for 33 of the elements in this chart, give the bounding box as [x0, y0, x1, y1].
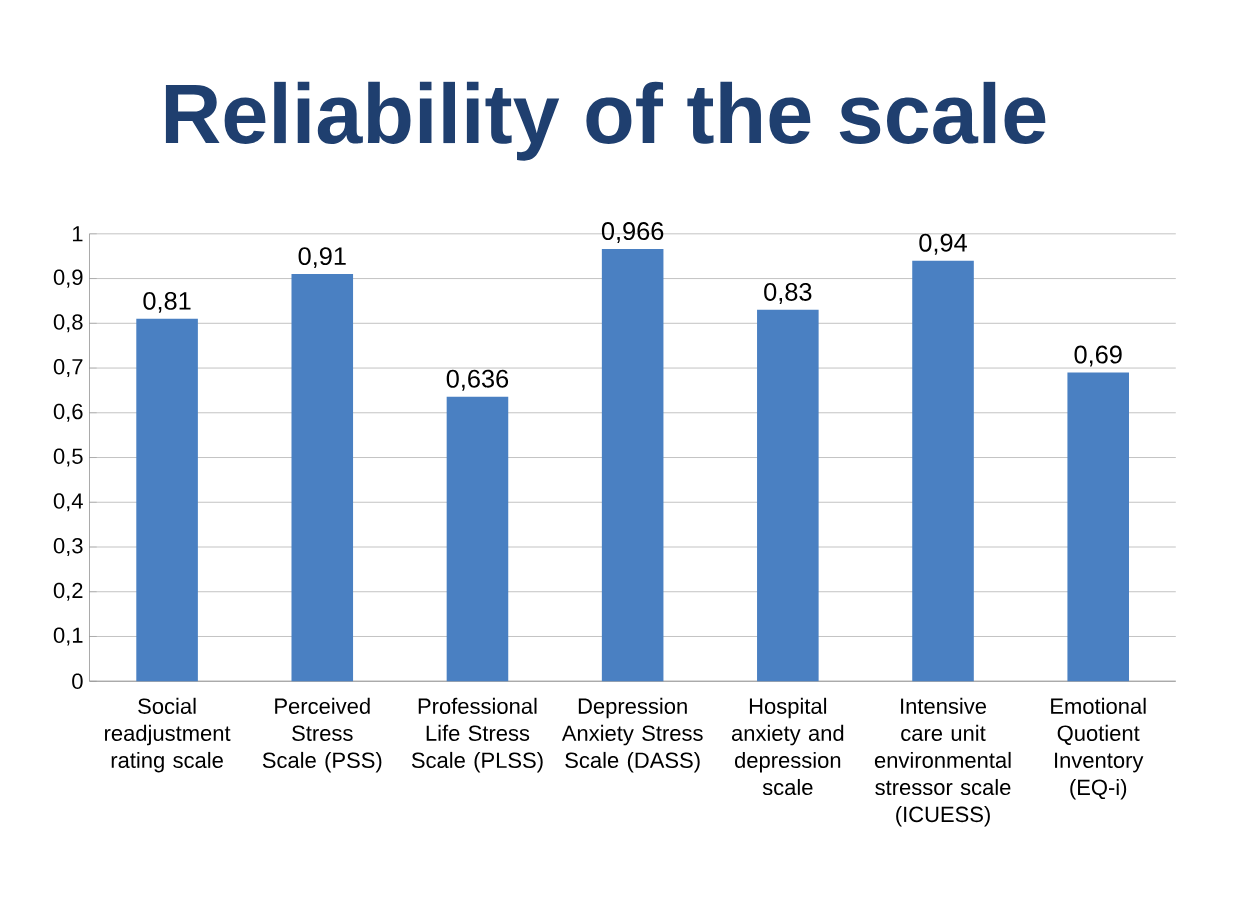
data-label: 0,91 — [298, 247, 346, 269]
y-tick-label: 0,1 — [53, 627, 83, 646]
data-label: 0,83 — [764, 283, 812, 305]
y-tick-label: 0,6 — [53, 403, 83, 423]
y-tick-label: 0 — [72, 673, 83, 690]
bar — [757, 310, 819, 682]
bar — [1067, 372, 1129, 682]
y-tick-label: 0,3 — [53, 538, 83, 557]
data-label: 0,636 — [446, 369, 509, 391]
y-tick-label: 1 — [72, 226, 83, 242]
bar — [136, 319, 198, 682]
x-tick-label: Emotional Quotient Inventory (EQ-i) — [1051, 697, 1146, 800]
x-tick-label: Depression Anxiety Stress Scale (DASS) — [561, 697, 703, 773]
y-tick-label: 0,4 — [53, 493, 83, 512]
data-label: 0,81 — [143, 292, 191, 314]
bar — [446, 396, 509, 682]
y-tick-label: 0,8 — [53, 314, 83, 333]
bar — [291, 274, 354, 682]
y-tick-label: 0,9 — [53, 269, 83, 288]
bar — [601, 249, 664, 682]
y-tick-label: 0,7 — [53, 359, 83, 378]
y-tick-label: 0,2 — [53, 582, 83, 602]
x-tick-label: Professional Life Stress Scale (PLSS) — [411, 697, 543, 773]
bar — [912, 260, 974, 682]
y-tick-label: 0,5 — [53, 448, 83, 467]
x-tick-label: Hospital anxiety and depression scale — [731, 697, 844, 796]
data-label: 0,94 — [919, 233, 967, 255]
x-tick-label: Social readjustment rating scale — [105, 697, 231, 773]
chart-title: Reliability of the scale — [165, 82, 1046, 161]
data-label: 0,69 — [1074, 345, 1122, 367]
data-label: 0,966 — [601, 222, 664, 244]
x-tick-label: Perceived Stress Scale (PSS) — [262, 697, 382, 773]
x-tick-label: Intensive care unit environmental stressor scale (ICUESS) — [874, 697, 1011, 827]
